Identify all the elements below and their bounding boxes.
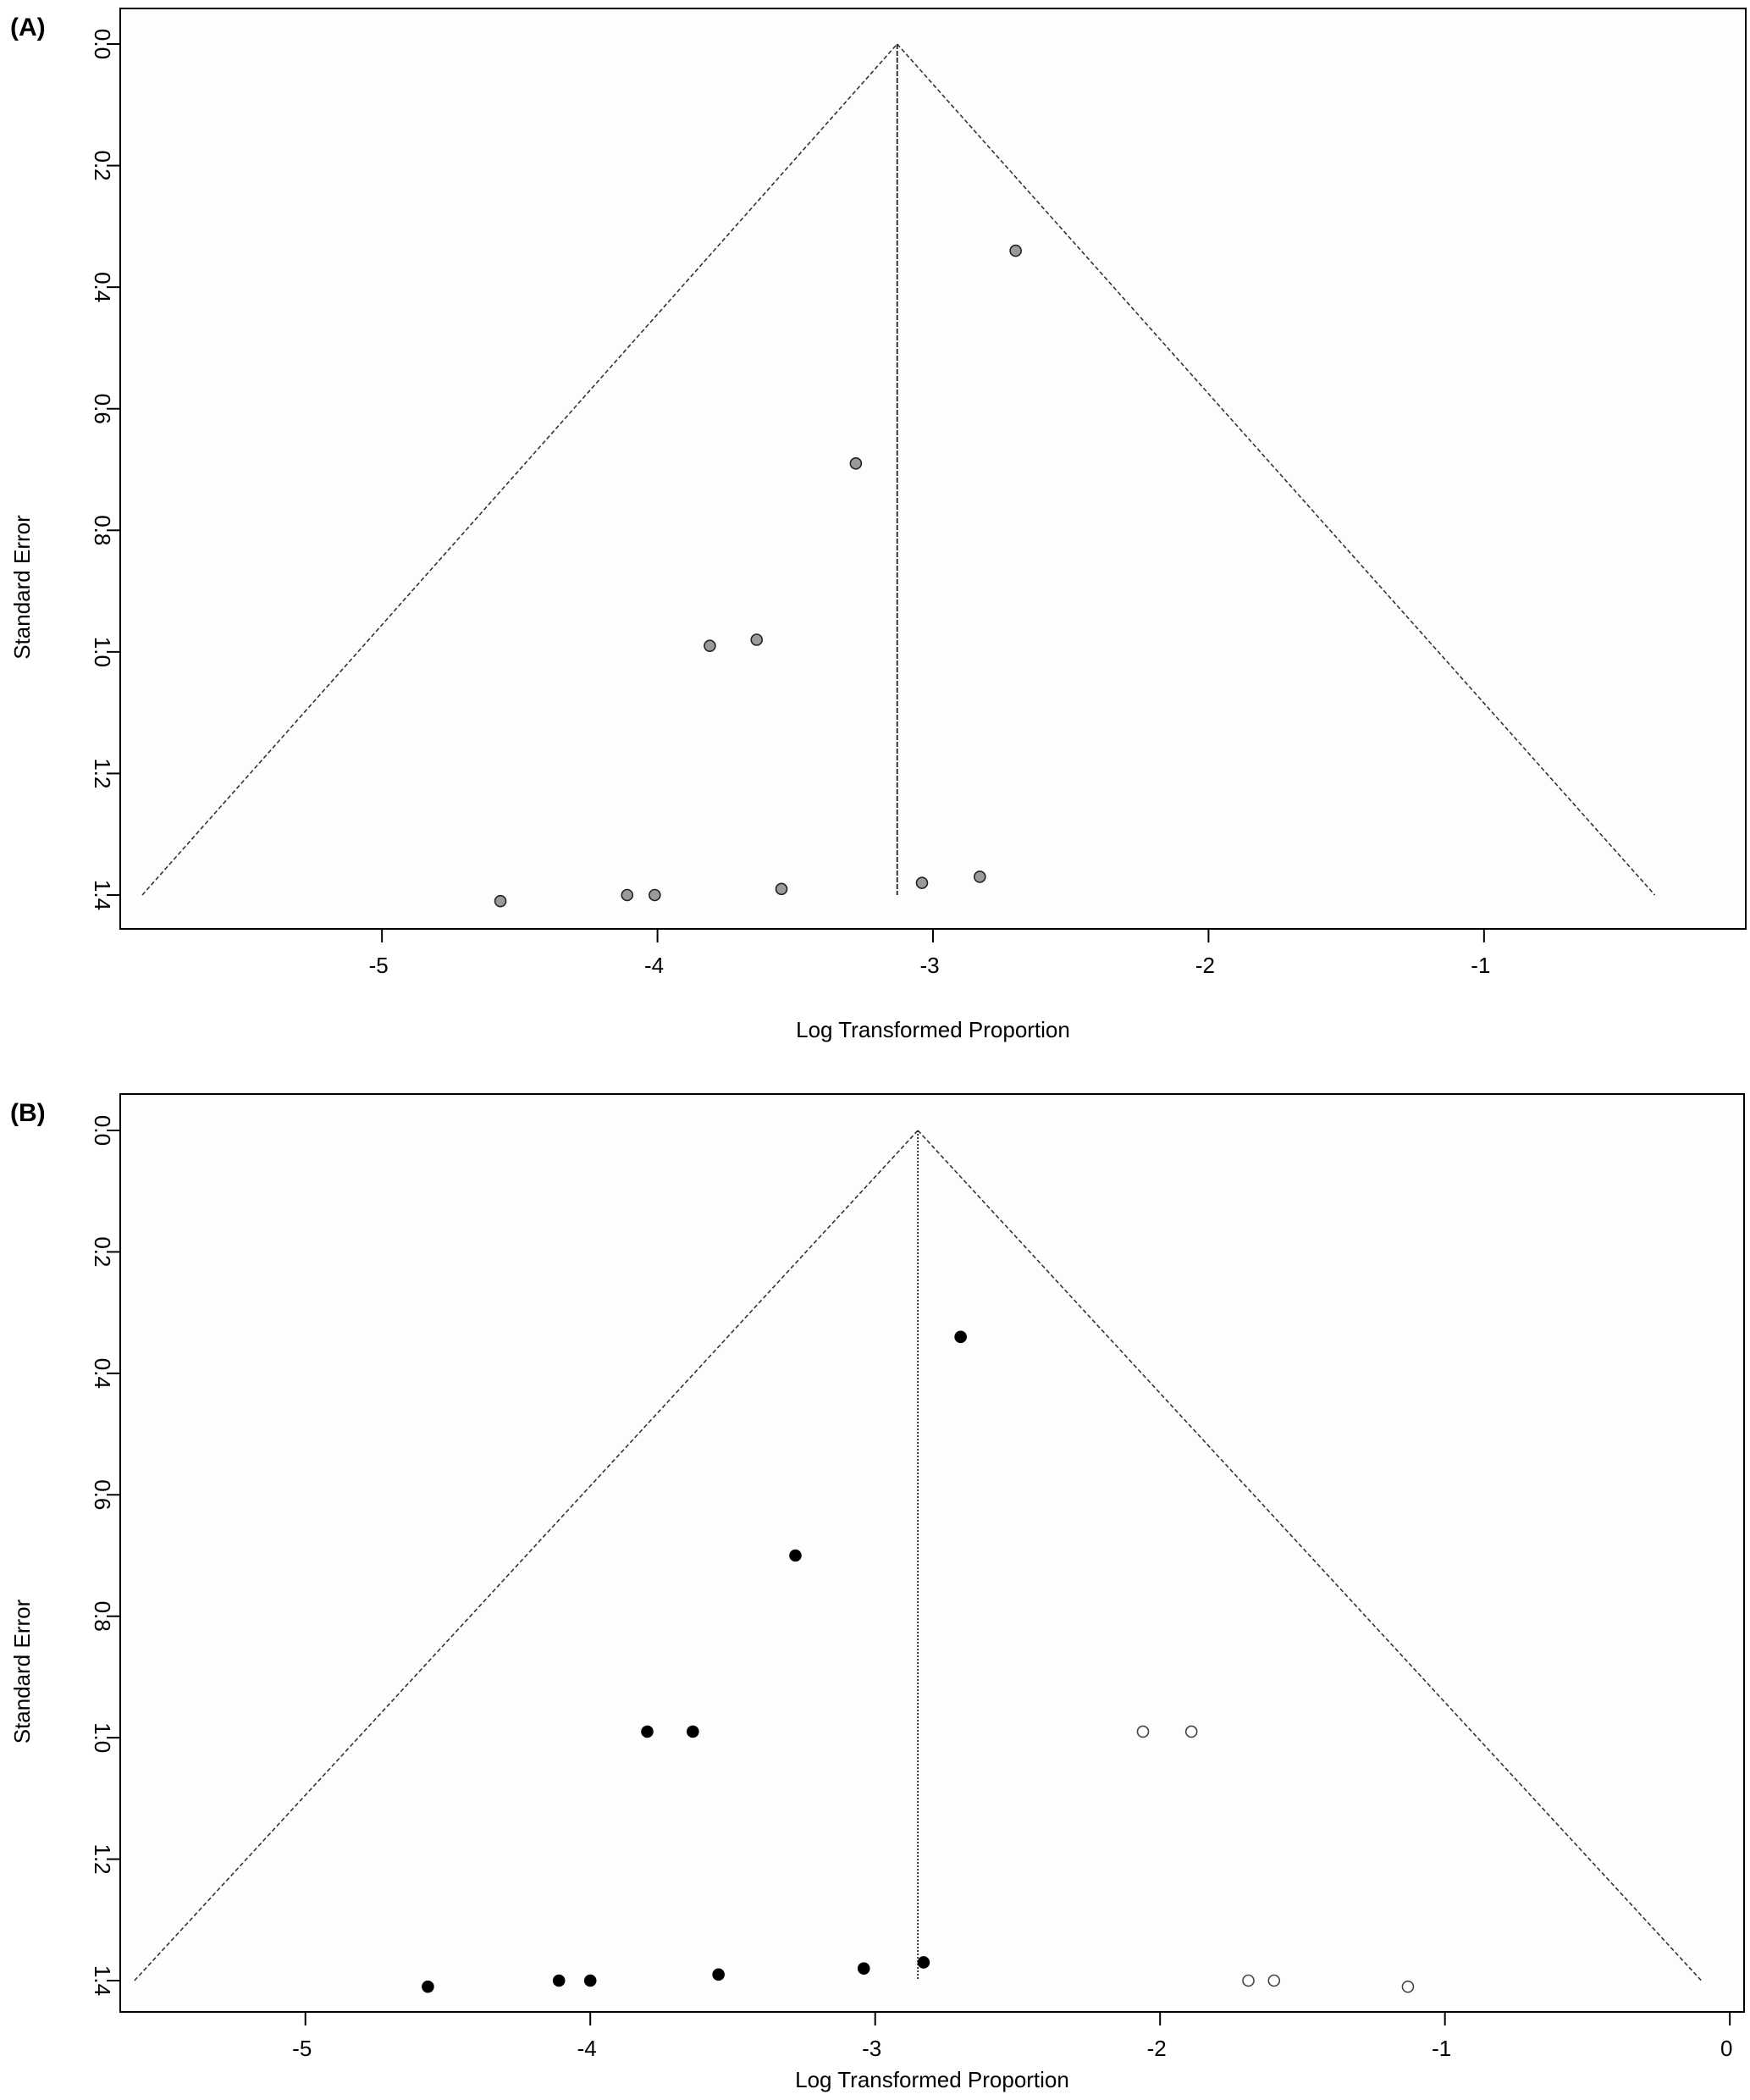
y-axis-label: Standard Error: [9, 515, 35, 660]
y-tick-label: 1.0: [90, 637, 115, 667]
panel-label: (A): [10, 14, 46, 41]
x-tick-label: -3: [919, 953, 939, 978]
data-point: [1009, 244, 1022, 257]
data-point: [1401, 1980, 1415, 1993]
x-tick-label: -1: [1432, 2036, 1451, 2061]
data-point: [704, 639, 716, 652]
data-point: [750, 633, 764, 646]
x-tick-label: -2: [1147, 2036, 1167, 2061]
x-axis-label: Log Transformed Proportion: [796, 1017, 1070, 1042]
x-tick-label: -4: [644, 953, 664, 978]
y-tick-label: 1.2: [90, 758, 115, 788]
x-tick-label: -1: [1471, 953, 1490, 978]
y-tick-label: 0.0: [90, 1115, 115, 1146]
funnel-right-line: [917, 1130, 1703, 1981]
data-point: [1242, 1974, 1255, 1987]
y-tick-label: 0.6: [90, 394, 115, 424]
panel-label: (B): [10, 1099, 46, 1127]
y-tick-label: 0.8: [90, 1601, 115, 1632]
data-point: [857, 1962, 870, 1975]
data-point: [494, 894, 507, 908]
plot-area: [119, 8, 1747, 930]
data-point: [621, 888, 634, 902]
data-point: [712, 1968, 725, 1981]
data-point: [583, 1974, 597, 1987]
data-point: [775, 882, 788, 896]
data-point: [641, 1725, 654, 1738]
y-tick-label: 1.4: [90, 1965, 115, 1996]
y-tick-label: 0.2: [90, 150, 115, 180]
data-point: [649, 888, 661, 902]
y-tick-label: 1.0: [90, 1722, 115, 1753]
x-tick-label: -4: [577, 2036, 597, 2061]
x-tick-label: -2: [1195, 953, 1215, 978]
data-point: [915, 876, 929, 889]
x-tick-label: 0: [1720, 2036, 1732, 2061]
data-point: [1136, 1725, 1150, 1738]
funnel-left-line: [134, 1130, 919, 1981]
y-axis-label: Standard Error: [9, 1599, 35, 1744]
x-axis-label: Log Transformed Proportion: [795, 2067, 1069, 2092]
data-point: [552, 1974, 566, 1987]
data-point: [849, 457, 863, 470]
data-point: [1184, 1725, 1198, 1738]
data-point: [917, 1956, 930, 1969]
y-tick-label: 1.4: [90, 880, 115, 910]
funnel-right-line: [897, 43, 1656, 896]
y-tick-label: 0.4: [90, 1358, 115, 1389]
plot-area: [119, 1093, 1745, 2013]
x-tick-label: -3: [862, 2036, 881, 2061]
data-point: [687, 1725, 699, 1738]
y-tick-label: 0.0: [90, 29, 115, 59]
y-tick-label: 0.4: [90, 272, 115, 302]
y-tick-label: 1.2: [90, 1843, 115, 1874]
panel-a: (A) -5 -4 -3 -2 -1 0.0 0.2 0.4 0.6 0.8 1.0 1.2 1.4 Log…: [9, 8, 1747, 1042]
x-tick-label: -5: [369, 953, 389, 978]
data-point: [974, 870, 986, 883]
x-tick-label: -5: [292, 2036, 312, 2061]
panel-b: (B) -5 -4 -3 -2 -1 0 0.0 0.2 0.4 0.6 0.8 1.0 1.2 1.4 Lo…: [9, 1093, 1745, 2092]
data-point: [954, 1330, 967, 1344]
data-point: [1267, 1974, 1281, 1987]
y-tick-label: 0.6: [90, 1479, 115, 1510]
y-tick-label: 0.2: [90, 1236, 115, 1267]
y-tick-label: 0.8: [90, 515, 115, 545]
data-point: [422, 1980, 434, 1993]
data-point: [789, 1549, 802, 1562]
